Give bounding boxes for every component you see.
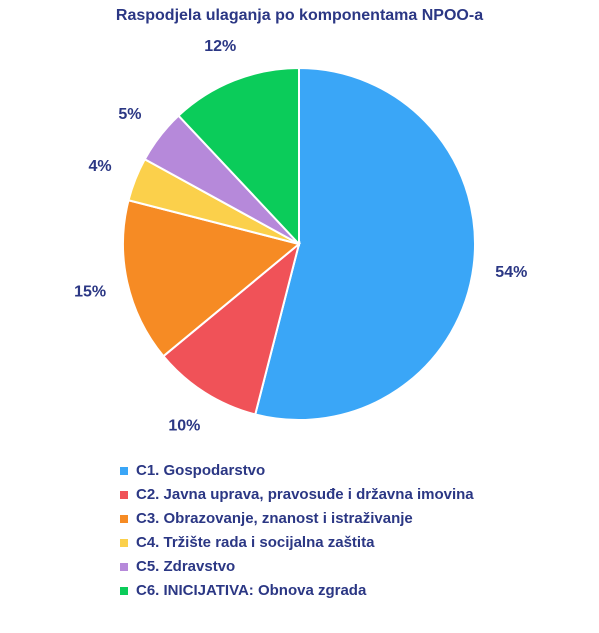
pie-chart: 54% 10% 15% 4% 5% 12% [74,38,527,435]
legend-label: C3. Obrazovanje, znanost i istraživanje [136,510,413,527]
slice-value-label: 10% [168,418,200,435]
legend-label: C6. INICIJATIVA: Obnova zgrada [136,582,367,599]
legend-item: C1. Gospodarstvo [120,462,474,486]
legend-swatch [120,587,128,595]
slice-value-label: 4% [88,158,111,175]
legend-swatch [120,467,128,475]
legend-item: C2. Javna uprava, pravosuđe i državna im… [120,486,474,510]
pie-slice [177,66,300,247]
chart-title: Raspodjela ulaganja po komponentama NPOO… [115,7,484,24]
chart-legend: C1. Gospodarstvo C2. Javna uprava, pravo… [120,462,474,606]
slice-value-label: 54% [495,264,527,281]
legend-swatch [120,491,128,499]
legend-label: C5. Zdravstvo [136,558,236,575]
legend-label: C1. Gospodarstvo [136,462,266,479]
pie-slice [161,241,301,416]
slice-value-label: 12% [204,38,236,55]
legend-item: C6. INICIJATIVA: Obnova zgrada [120,582,474,606]
slice-value-label: 15% [74,284,106,301]
pie-slice [122,199,302,358]
legend-swatch [120,539,128,547]
legend-item: C4. Tržište rada i socijalna zaštita [120,534,474,558]
legend-label: C4. Tržište rada i socijalna zaštita [136,534,375,551]
legend-item: C3. Obrazovanje, znanost i istraživanje [120,510,474,534]
slice-value-label: 5% [118,106,141,123]
pie-slice [254,66,476,421]
legend-label: C2. Javna uprava, pravosuđe i državna im… [136,486,474,503]
legend-swatch [120,563,128,571]
legend-swatch [120,515,128,523]
legend-item: C5. Zdravstvo [120,558,474,582]
